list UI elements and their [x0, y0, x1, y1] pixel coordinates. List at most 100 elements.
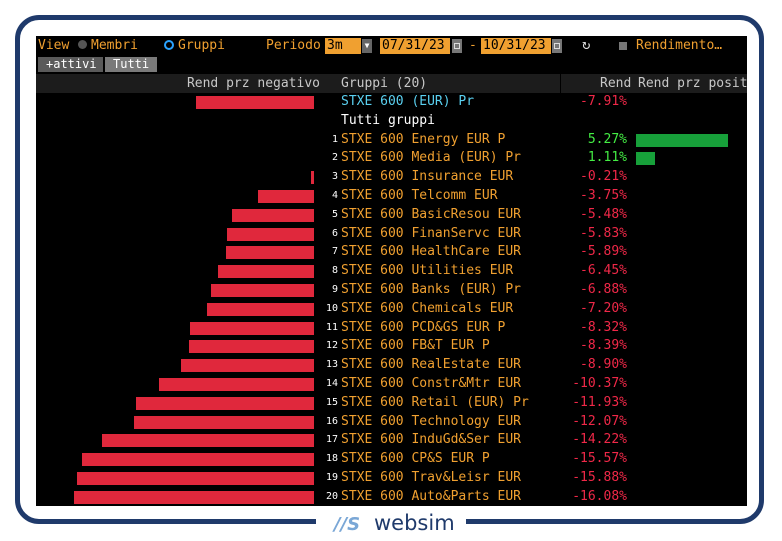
neg-return-bar — [188, 340, 314, 354]
rendimento-checkbox[interactable] — [619, 42, 627, 50]
row-number: 12 — [325, 340, 338, 352]
group-row[interactable]: 13 STXE 600 RealEstate EUR -8.90% — [36, 356, 747, 375]
group-row[interactable]: 19 STXE 600 Trav&Leisr EUR -15.88% — [36, 469, 747, 488]
group-row[interactable]: 20 STXE 600 Auto&Parts EUR -16.08% — [36, 488, 747, 506]
row-number: 10 — [325, 302, 338, 314]
row-number: 19 — [325, 472, 338, 483]
neg-return-bar — [217, 265, 314, 279]
group-row[interactable]: 11 STXE 600 PCD&GS EUR P -8.32% — [36, 319, 747, 338]
group-row[interactable]: 10 STXE 600 Chemicals EUR -7.20% — [36, 300, 747, 319]
terminal-panel: View Membri Gruppi Periodo 3m ▼ 07/31/23… — [36, 36, 747, 506]
date-from-input[interactable]: 07/31/23 — [380, 38, 450, 54]
calendar-icon[interactable] — [452, 39, 462, 53]
group-name: STXE 600 Telcomm EUR — [341, 188, 498, 203]
group-return-value: -5.83% — [580, 225, 627, 241]
header-pos-col[interactable]: Rend prz positiv — [638, 76, 747, 91]
group-return-value: -12.07% — [572, 413, 627, 429]
group-row[interactable]: 16 STXE 600 Technology EUR -12.07% — [36, 413, 747, 432]
row-number: 15 — [325, 396, 338, 408]
group-row[interactable]: 8 STXE 600 Utilities EUR -6.45% — [36, 262, 747, 281]
group-return-value: -8.39% — [580, 338, 627, 354]
group-row[interactable]: 6 STXE 600 FinanServc EUR -5.83% — [36, 225, 747, 244]
group-return-value: -11.93% — [572, 394, 627, 410]
group-return-value: -6.45% — [580, 263, 627, 279]
row-number: 4 — [331, 190, 338, 201]
header-rend-col[interactable]: Rend — [600, 76, 632, 91]
group-row[interactable]: 14 STXE 600 Constr&Mtr EUR -10.37% — [36, 375, 747, 394]
group-return-value: -14.22% — [572, 432, 627, 448]
date-to-input[interactable]: 10/31/23 — [481, 38, 551, 54]
group-row[interactable]: 3 STXE 600 Insurance EUR -0.21% — [36, 168, 747, 187]
neg-return-bar — [232, 208, 314, 222]
group-name: STXE 600 Retail (EUR) Pr — [341, 394, 529, 410]
group-row[interactable]: 15 STXE 600 Retail (EUR) Pr -11.93% — [36, 394, 747, 413]
section-label: Tutti gruppi — [341, 112, 435, 128]
group-row[interactable]: 9 STXE 600 Banks (EUR) Pr -6.88% — [36, 281, 747, 300]
rendimento-label: Rendimento… — [636, 38, 723, 53]
summary-row[interactable]: STXE 600 (EUR) Pr -7.91% — [36, 93, 747, 112]
group-return-value: -6.88% — [580, 282, 627, 297]
period-select[interactable]: 3m — [325, 38, 361, 54]
group-return-value: -8.90% — [580, 357, 627, 373]
pos-return-bar — [636, 133, 728, 147]
group-row[interactable]: 5 STXE 600 BasicResou EUR -5.48% — [36, 206, 747, 225]
neg-return-bar — [226, 227, 314, 241]
tab-attivi[interactable]: +attivi — [38, 57, 103, 72]
neg-return-bar — [74, 490, 314, 504]
neg-return-bar — [206, 302, 314, 316]
membri-label: Membri — [91, 38, 138, 53]
neg-return-bar — [135, 396, 314, 410]
group-row[interactable]: 12 STXE 600 FB&T EUR P -8.39% — [36, 337, 747, 356]
row-number: 1 — [331, 133, 338, 145]
group-name: STXE 600 Utilities EUR — [341, 263, 514, 279]
group-name: STXE 600 Banks (EUR) Pr — [341, 282, 522, 297]
neg-return-bar — [189, 321, 314, 335]
neg-return-bar — [310, 171, 314, 185]
neg-return-bar — [258, 190, 314, 203]
group-row[interactable]: 7 STXE 600 HealthCare EUR -5.89% — [36, 243, 747, 262]
row-number: 6 — [331, 227, 338, 239]
header-neg-col[interactable]: Rend prz negativo — [186, 76, 320, 91]
group-name: STXE 600 Insurance EUR — [341, 169, 514, 185]
neg-return-bar — [226, 246, 314, 260]
group-return-value: -3.75% — [580, 188, 627, 203]
row-number: 3 — [331, 171, 338, 183]
neg-return-bar — [101, 434, 314, 448]
group-name: STXE 600 FB&T EUR P — [341, 338, 490, 354]
group-return-value: -8.32% — [580, 319, 627, 335]
header-group-col[interactable]: Gruppi (20) — [341, 76, 428, 91]
group-return-value: -15.57% — [572, 451, 627, 467]
group-row[interactable]: 1 STXE 600 Energy EUR P 5.27% — [36, 131, 747, 150]
group-name: STXE 600 InduGd&Ser EUR — [341, 432, 522, 448]
view-label: View — [38, 38, 70, 53]
pos-return-bar — [636, 152, 656, 166]
websim-logo: //S websim — [316, 511, 466, 536]
membri-radio[interactable]: Membri — [78, 38, 138, 53]
neg-return-bar — [211, 284, 314, 297]
row-number: 5 — [331, 208, 338, 220]
group-name: STXE 600 PCD&GS EUR P — [341, 319, 506, 335]
group-return-value: -0.21% — [580, 169, 627, 185]
summary-value: -7.91% — [580, 94, 627, 109]
neg-return-bar — [76, 472, 314, 485]
gruppi-radio[interactable]: Gruppi — [164, 38, 225, 53]
row-number: 13 — [325, 359, 338, 371]
row-number: 18 — [325, 453, 338, 465]
group-name: STXE 600 BasicResou EUR — [341, 206, 522, 222]
neg-return-bar — [181, 359, 314, 373]
calendar-icon[interactable] — [552, 39, 562, 53]
group-return-value: 5.27% — [587, 131, 627, 147]
group-row[interactable]: 4 STXE 600 Telcomm EUR -3.75% — [36, 187, 747, 206]
neg-return-bar — [133, 415, 314, 429]
row-number: 14 — [325, 378, 338, 389]
refresh-icon[interactable]: ↻ — [582, 37, 591, 53]
table-header: Rend prz negativo Gruppi (20) Rend Rend … — [36, 74, 747, 93]
group-row[interactable]: 18 STXE 600 CP&S EUR P -15.57% — [36, 450, 747, 469]
chevron-down-icon[interactable]: ▼ — [362, 39, 372, 53]
group-row[interactable]: 2 STXE 600 Media (EUR) Pr 1.11% — [36, 149, 747, 168]
group-return-value: -16.08% — [572, 488, 627, 504]
section-row: Tutti gruppi — [36, 112, 747, 131]
row-number: 8 — [331, 265, 338, 277]
tab-tutti[interactable]: Tutti — [105, 57, 157, 72]
group-row[interactable]: 17 STXE 600 InduGd&Ser EUR -14.22% — [36, 431, 747, 450]
